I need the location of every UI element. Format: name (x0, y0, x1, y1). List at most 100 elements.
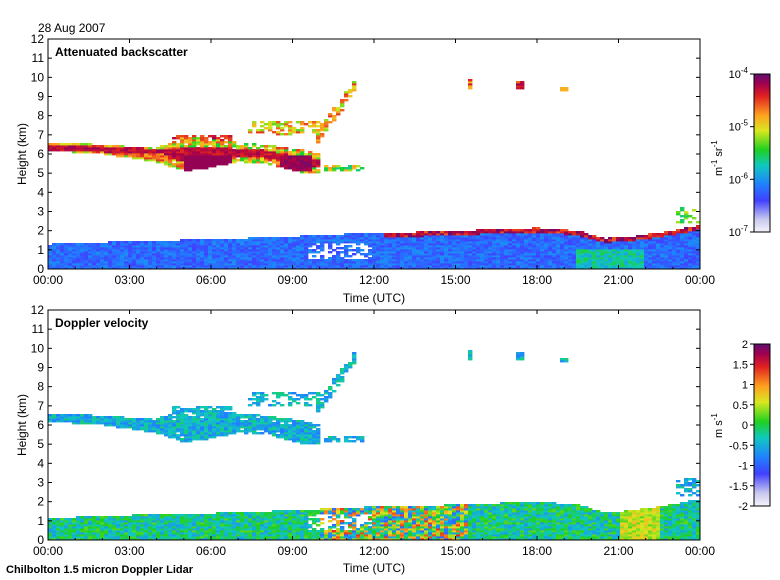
heatmap-cell (568, 267, 573, 270)
heatmap-cell (520, 249, 525, 252)
heatmap-cell (540, 251, 545, 254)
heatmap-cell (84, 251, 89, 254)
heatmap-cell (208, 412, 213, 415)
heatmap-cell (216, 526, 221, 529)
heatmap-cell (108, 518, 113, 521)
heatmap-cell (116, 267, 121, 270)
heatmap-cell (124, 155, 129, 158)
heatmap-cell (180, 516, 185, 519)
heatmap-cell (196, 239, 201, 242)
heatmap-cell (612, 241, 617, 244)
heatmap-cell (120, 520, 125, 523)
heatmap-cell (304, 261, 309, 264)
heatmap-cell (584, 251, 589, 254)
heatmap-cell (256, 151, 261, 154)
heatmap-cell (164, 524, 169, 527)
heatmap-cell (696, 259, 701, 262)
heatmap-cell (444, 255, 449, 258)
heatmap-cell (344, 259, 349, 262)
heatmap-cell (688, 241, 693, 244)
heatmap-cell (116, 534, 121, 537)
heatmap-cell (568, 231, 573, 234)
heatmap-cell (176, 406, 181, 409)
heatmap-cell (80, 528, 85, 531)
heatmap-cell (140, 241, 145, 244)
heatmap-cell (104, 530, 109, 533)
heatmap-cell (372, 243, 377, 246)
heatmap-cell (176, 528, 181, 531)
heatmap-cell (212, 143, 217, 146)
heatmap-cell (228, 153, 233, 156)
heatmap-cell (200, 536, 205, 539)
heatmap-cell (272, 263, 277, 266)
heatmap-cell (80, 249, 85, 252)
heatmap-cell (668, 243, 673, 246)
heatmap-cell (244, 416, 249, 419)
heatmap-cell (332, 263, 337, 266)
heatmap-cell (336, 237, 341, 240)
heatmap-cell (316, 241, 321, 244)
heatmap-cell (528, 253, 533, 256)
heatmap-cell (328, 239, 333, 242)
heatmap-cell (444, 261, 449, 264)
heatmap-cell (692, 239, 697, 242)
heatmap-cell (236, 418, 241, 421)
heatmap-cell (520, 229, 525, 232)
heatmap-cell (56, 249, 61, 252)
heatmap-cell (96, 534, 101, 537)
heatmap-cell (228, 255, 233, 258)
heatmap-cell (184, 428, 189, 431)
heatmap-cell (312, 165, 317, 168)
heatmap-cell (92, 265, 97, 268)
heatmap-cell (92, 534, 97, 537)
heatmap-cell (284, 153, 289, 156)
heatmap-cell (176, 149, 181, 152)
heatmap-cell (120, 151, 125, 154)
heatmap-cell (684, 267, 689, 270)
heatmap-cell (80, 251, 85, 254)
heatmap-cell (280, 526, 285, 529)
heatmap-cell (200, 538, 205, 541)
heatmap-cell (492, 233, 497, 236)
heatmap-cell (536, 255, 541, 258)
heatmap-cell (536, 245, 541, 248)
heatmap-cell (408, 239, 413, 242)
heatmap-cell (300, 239, 305, 242)
heatmap-cell (248, 524, 253, 527)
heatmap-cell (304, 267, 309, 270)
heatmap-cell (176, 530, 181, 533)
heatmap-cell (208, 243, 213, 246)
heatmap-cell (100, 530, 105, 533)
heatmap-cell (252, 524, 257, 527)
heatmap-cell (152, 514, 157, 517)
heatmap-cell (356, 265, 361, 268)
heatmap-cell (252, 159, 257, 162)
heatmap-cell (444, 249, 449, 252)
heatmap-cell (96, 420, 101, 423)
heatmap-cell (440, 235, 445, 238)
heatmap-cell (368, 257, 373, 260)
heatmap-cell (632, 265, 637, 268)
heatmap-cell (296, 530, 301, 533)
heatmap-cell (356, 267, 361, 270)
heatmap-cell (276, 165, 281, 168)
heatmap-cell (292, 169, 297, 172)
heatmap-cell (372, 259, 377, 262)
heatmap-cell (72, 422, 77, 425)
heatmap-cell (192, 410, 197, 413)
heatmap-cell (184, 424, 189, 427)
heatmap-cell (268, 524, 273, 527)
heatmap-cell (196, 420, 201, 423)
heatmap-cell (252, 518, 257, 521)
heatmap-cell (260, 159, 265, 162)
heatmap-cell (140, 267, 145, 270)
heatmap-cell (296, 129, 301, 132)
heatmap-cell (168, 161, 173, 164)
heatmap-cell (160, 520, 165, 523)
heatmap-cell (580, 249, 585, 252)
heatmap-cell (280, 534, 285, 537)
heatmap-cell (264, 514, 269, 517)
heatmap-cell (360, 259, 365, 262)
heatmap-cell (248, 251, 253, 254)
heatmap-cell (228, 159, 233, 162)
